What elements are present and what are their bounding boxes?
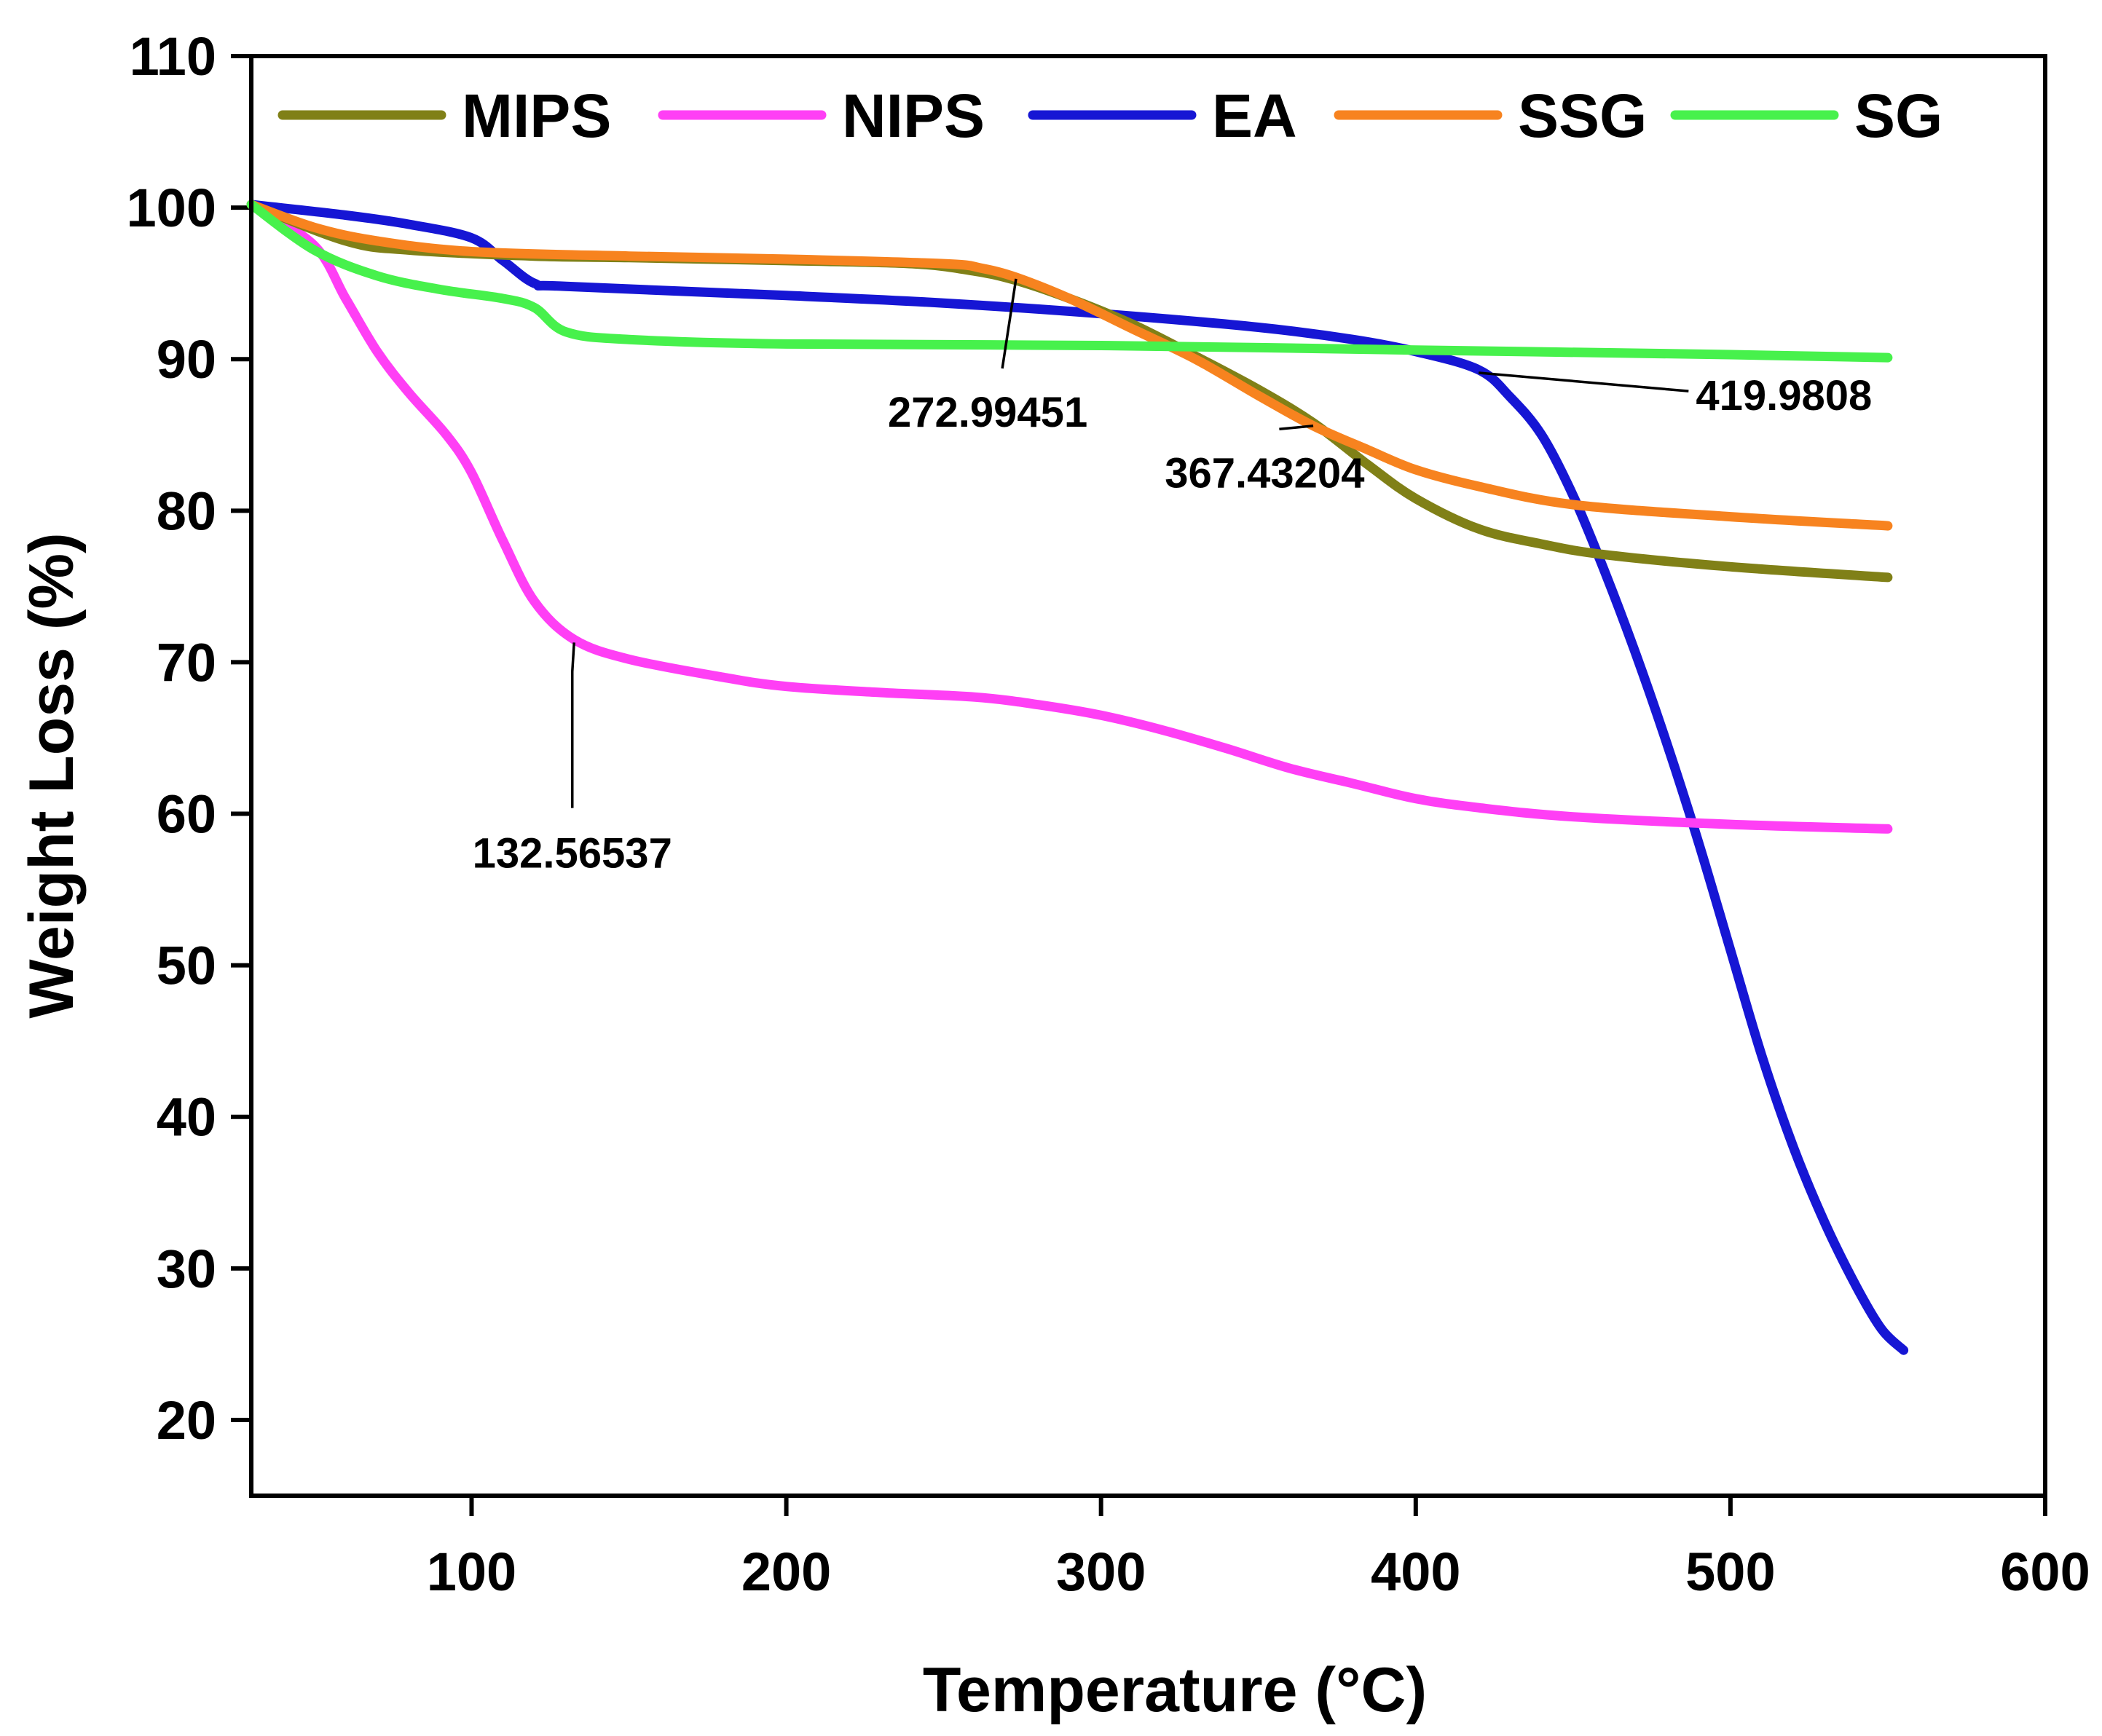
legend-label-nips: NIPS — [842, 82, 985, 150]
annotation-label: 419.9808 — [1696, 372, 1872, 419]
annotation-label: 272.99451 — [888, 389, 1087, 436]
legend-label-ea: EA — [1212, 82, 1297, 150]
legend-label-sg: SG — [1854, 82, 1942, 150]
annotation-leader-line — [1001, 278, 1017, 369]
x-axis-title: Temperature (°C) — [923, 1655, 1427, 1725]
annotation-label: 367.43204 — [1165, 449, 1364, 497]
y-tick-label: 20 — [157, 1390, 216, 1451]
series-lines — [246, 200, 1909, 1355]
y-tick-label: 80 — [157, 481, 216, 541]
y-tick-label: 50 — [157, 936, 216, 996]
annotations: 132.56537 272.99451 367.43204 419.9808 — [473, 278, 1872, 877]
legend-label-mips: MIPS — [462, 82, 611, 150]
x-tick-label: 300 — [1056, 1542, 1146, 1602]
axis-ticks: 100 200 300 400 500 600 20 30 40 50 60 70 80 90 100 110 — [127, 26, 2090, 1602]
y-tick-label: 60 — [157, 784, 216, 845]
y-tick-label: 40 — [157, 1087, 216, 1148]
series-line-ssg — [246, 200, 1893, 531]
series-line-sg — [246, 200, 1893, 363]
x-tick-label: 100 — [427, 1542, 516, 1602]
y-tick-label: 70 — [157, 632, 216, 693]
y-tick-label: 90 — [157, 329, 216, 390]
legend: MIPS NIPS EA SSG SG — [277, 82, 1942, 150]
x-tick-label: 200 — [741, 1542, 831, 1602]
plot-frame — [249, 54, 2047, 1498]
series-line-ea — [246, 200, 1909, 1355]
y-axis-title: Weight Loss (%) — [17, 532, 87, 1018]
x-tick-label: 500 — [1685, 1542, 1775, 1602]
y-tick-label: 110 — [130, 26, 216, 87]
x-tick-label: 600 — [2000, 1542, 2090, 1602]
series-line-nips — [246, 200, 1893, 834]
x-tick-label: 400 — [1371, 1542, 1460, 1602]
y-tick-label: 30 — [157, 1239, 216, 1299]
annotation-leader-line — [1478, 371, 1689, 392]
annotation-leader-line — [570, 642, 575, 808]
annotation-label: 132.56537 — [473, 830, 672, 877]
legend-label-ssg: SSG — [1518, 82, 1647, 150]
annotation-leader-line — [1279, 425, 1314, 431]
y-tick-label: 100 — [127, 178, 216, 238]
